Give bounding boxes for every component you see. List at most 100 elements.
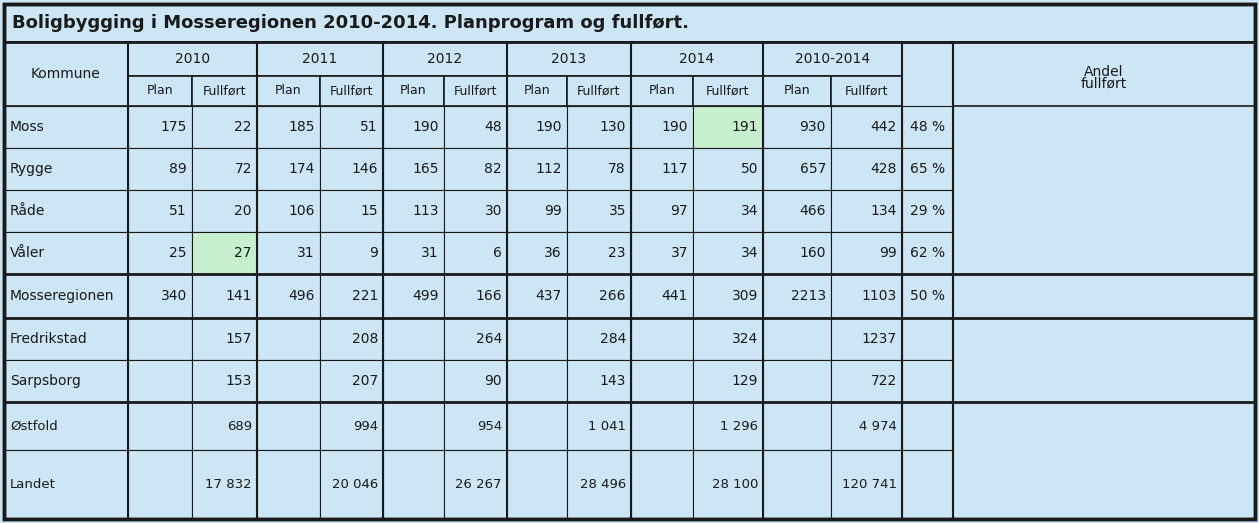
Text: 97: 97 — [670, 204, 687, 218]
Bar — [692, 402, 763, 450]
Bar — [507, 318, 567, 360]
Bar — [763, 274, 831, 318]
Bar — [383, 232, 444, 274]
Bar — [507, 232, 567, 274]
Bar — [383, 402, 444, 450]
Bar — [257, 106, 320, 148]
Bar — [763, 190, 831, 232]
Bar — [901, 274, 953, 318]
Text: 954: 954 — [477, 419, 502, 433]
Bar — [692, 360, 763, 402]
Bar — [4, 106, 128, 148]
Bar — [631, 450, 692, 519]
Text: Plan: Plan — [783, 85, 811, 97]
Bar — [320, 318, 383, 360]
Bar — [831, 106, 901, 148]
Bar — [193, 76, 257, 106]
Bar — [383, 106, 444, 148]
Bar — [631, 274, 692, 318]
Bar — [128, 360, 193, 402]
Text: Kommune: Kommune — [31, 67, 101, 81]
Bar — [763, 106, 831, 148]
Bar — [692, 106, 763, 148]
Text: 2011: 2011 — [302, 52, 337, 66]
Bar — [383, 148, 444, 190]
Bar — [567, 190, 631, 232]
Text: 37: 37 — [671, 246, 687, 260]
Bar — [257, 402, 320, 450]
Text: 190: 190 — [535, 120, 562, 134]
Bar — [692, 76, 763, 106]
Bar — [567, 402, 631, 450]
Bar — [444, 318, 507, 360]
Text: Plan: Plan — [276, 85, 302, 97]
Text: 141: 141 — [225, 289, 252, 303]
Bar — [507, 190, 567, 232]
Text: 309: 309 — [731, 289, 758, 303]
Text: Rygge: Rygge — [10, 162, 53, 176]
Text: 65 %: 65 % — [910, 162, 946, 176]
Bar — [4, 360, 128, 402]
Text: 1 296: 1 296 — [720, 419, 758, 433]
Bar — [507, 274, 567, 318]
Text: 340: 340 — [161, 289, 188, 303]
Bar — [763, 450, 831, 519]
Text: 1103: 1103 — [861, 289, 896, 303]
Bar — [631, 190, 692, 232]
Bar — [763, 42, 901, 76]
Text: Plan: Plan — [400, 85, 427, 97]
Bar — [567, 148, 631, 190]
Bar — [631, 318, 692, 360]
Text: 129: 129 — [731, 374, 758, 388]
Text: 27: 27 — [234, 246, 252, 260]
Bar — [507, 450, 567, 519]
Bar — [320, 360, 383, 402]
Text: 191: 191 — [731, 120, 758, 134]
Bar — [128, 402, 193, 450]
Bar — [507, 76, 567, 106]
Text: Fullført: Fullført — [577, 85, 621, 97]
Bar — [320, 106, 383, 148]
Bar — [444, 360, 507, 402]
Bar — [193, 232, 257, 274]
Bar — [383, 42, 507, 76]
Text: 442: 442 — [871, 120, 896, 134]
Bar — [631, 232, 692, 274]
Bar — [128, 274, 193, 318]
Bar — [128, 42, 257, 76]
Bar — [4, 318, 128, 360]
Bar — [631, 42, 763, 76]
Text: 89: 89 — [169, 162, 188, 176]
Bar — [901, 402, 953, 450]
Bar — [128, 76, 193, 106]
Bar — [193, 318, 257, 360]
Bar — [567, 274, 631, 318]
Bar — [901, 450, 953, 519]
Text: 23: 23 — [608, 246, 626, 260]
Text: Råde: Råde — [10, 204, 45, 218]
Bar — [901, 360, 953, 402]
Text: 4 974: 4 974 — [859, 419, 896, 433]
Text: 25: 25 — [170, 246, 188, 260]
Text: 2012: 2012 — [428, 52, 462, 66]
Bar — [567, 232, 631, 274]
Bar — [128, 318, 193, 360]
Text: 143: 143 — [599, 374, 626, 388]
Text: 499: 499 — [413, 289, 439, 303]
Text: 117: 117 — [661, 162, 687, 176]
Text: 99: 99 — [544, 204, 562, 218]
Text: 153: 153 — [225, 374, 252, 388]
Text: 6: 6 — [494, 246, 502, 260]
Bar — [320, 190, 383, 232]
Bar — [320, 76, 383, 106]
Bar — [4, 450, 128, 519]
Bar — [901, 318, 953, 360]
Text: Fredrikstad: Fredrikstad — [10, 332, 88, 346]
Bar — [831, 148, 901, 190]
Bar — [320, 232, 383, 274]
Text: 2213: 2213 — [791, 289, 826, 303]
Text: Andel: Andel — [1084, 65, 1124, 79]
Bar — [631, 148, 692, 190]
Bar — [444, 148, 507, 190]
Text: 112: 112 — [535, 162, 562, 176]
